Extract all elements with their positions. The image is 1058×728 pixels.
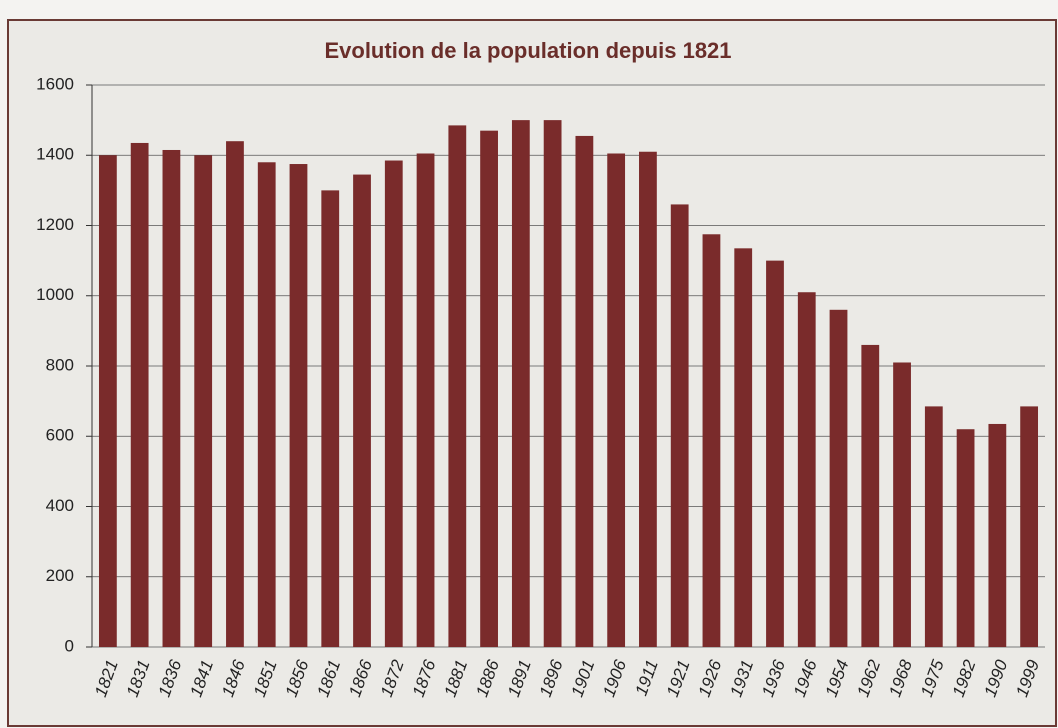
bar (512, 120, 530, 647)
y-tick-label: 600 (46, 426, 74, 445)
bar (448, 125, 466, 647)
bar (671, 204, 689, 647)
bar (861, 345, 879, 647)
y-tick-label: 1400 (36, 145, 74, 164)
bar (480, 131, 498, 647)
bar (830, 310, 848, 647)
bar (957, 429, 975, 647)
bar (988, 424, 1006, 647)
bar (417, 153, 435, 647)
bar (639, 152, 657, 647)
bar (290, 164, 308, 647)
bar (226, 141, 244, 647)
bar (385, 161, 403, 647)
y-tick-label: 200 (46, 566, 74, 585)
bar (1020, 406, 1038, 647)
bar (575, 136, 593, 647)
bar (258, 162, 276, 647)
bar (925, 406, 943, 647)
bar (194, 155, 212, 647)
y-tick-label: 1200 (36, 215, 74, 234)
bar (734, 248, 752, 647)
y-tick-label: 800 (46, 355, 74, 374)
chart-title: Evolution de la population depuis 1821 (324, 38, 731, 63)
y-tick-label: 1600 (36, 74, 74, 93)
y-tick-label: 0 (65, 636, 74, 655)
bar (893, 362, 911, 647)
bar (703, 234, 721, 647)
bar (163, 150, 181, 647)
bar (544, 120, 562, 647)
bar (353, 175, 371, 647)
bar (321, 190, 339, 647)
bar (131, 143, 149, 647)
chart: Evolution de la population depuis 1821 0… (0, 0, 1058, 728)
y-tick-label: 400 (46, 496, 74, 515)
bar (99, 155, 117, 647)
bar (798, 292, 816, 647)
y-tick-label: 1000 (36, 285, 74, 304)
bar (766, 261, 784, 647)
bar (607, 153, 625, 647)
